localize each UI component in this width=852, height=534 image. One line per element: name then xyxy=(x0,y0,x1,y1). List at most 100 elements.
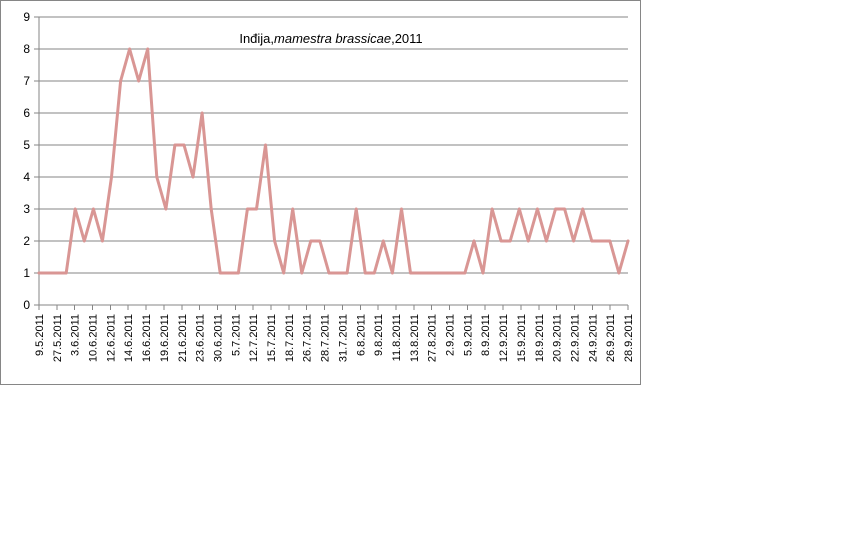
data-point xyxy=(318,239,322,243)
data-point xyxy=(409,271,412,275)
data-point xyxy=(436,271,440,275)
data-point xyxy=(227,271,231,275)
data-point xyxy=(164,207,168,211)
data-point xyxy=(499,239,503,243)
data-point xyxy=(354,207,358,211)
data-point xyxy=(110,175,113,179)
x-tick-label: 5.7.2011 xyxy=(230,314,242,356)
gridlines xyxy=(34,16,628,306)
data-point xyxy=(445,271,449,275)
data-point xyxy=(336,271,340,275)
data-point xyxy=(119,79,122,83)
x-tick-label: 15.9.2011 xyxy=(516,314,528,362)
y-tick-label: 3 xyxy=(23,202,30,216)
data-point xyxy=(391,271,394,275)
data-point xyxy=(345,271,349,275)
x-tick-label: 13.8.2011 xyxy=(409,314,421,362)
x-tick-label: 27.8.2011 xyxy=(427,314,439,362)
x-tick-label: 23.6.2011 xyxy=(195,314,207,362)
data-point xyxy=(37,271,41,275)
x-tick-label: 18.7.2011 xyxy=(284,314,296,362)
x-tick-label: 5.9.2011 xyxy=(462,314,474,356)
y-tick-label: 8 xyxy=(23,42,30,56)
data-point xyxy=(46,271,50,275)
data-point xyxy=(64,271,68,275)
data-point xyxy=(91,207,95,211)
x-tick-label: 31.7.2011 xyxy=(337,314,349,362)
data-point xyxy=(626,239,630,243)
chart-title-part: ,2011 xyxy=(391,31,423,46)
x-tick-label: 2.9.2011 xyxy=(445,314,457,356)
data-point xyxy=(554,207,557,211)
data-point xyxy=(563,207,566,211)
data-point xyxy=(200,111,204,115)
x-tick-label: 11.8.2011 xyxy=(391,314,403,361)
data-point xyxy=(572,239,576,243)
x-tick-labels: 9.5.2011 27.5.2011 3.6.2011 10.6.2011 12.6.2… xyxy=(34,305,635,362)
x-tick-label: 12.7.2011 xyxy=(248,314,260,362)
x-tick-label: 14.6.2011 xyxy=(123,314,135,362)
data-point xyxy=(581,207,585,211)
x-tick-label: 27.5.2011 xyxy=(52,314,64,362)
x-tick-label: 6.8.2011 xyxy=(355,314,367,356)
data-point xyxy=(381,239,385,243)
data-point xyxy=(545,239,548,243)
chart-title: Inđija,mamestra brassicae,2011 xyxy=(239,31,422,46)
chart-area: 0 1 2 3 4 5 6 7 8 9 9.5.2011 27.5.2011 3.6.2011 10.6… xyxy=(0,0,641,385)
y-tick-label: 7 xyxy=(23,74,30,88)
x-tick-label: 10.6.2011 xyxy=(88,314,100,362)
data-point xyxy=(173,143,177,147)
x-tick-label: 19.6.2011 xyxy=(159,314,171,362)
x-tick-label: 28.7.2011 xyxy=(320,314,332,362)
chart-title-part-italic: mamestra brassicae xyxy=(274,31,391,46)
data-point xyxy=(463,271,467,275)
x-tick-label: 28.9.2011 xyxy=(623,314,635,362)
data-point xyxy=(535,207,539,211)
data-point xyxy=(291,207,295,211)
data-point xyxy=(400,207,403,211)
data-point xyxy=(246,207,249,211)
data-point xyxy=(146,47,150,51)
x-tick-label: 26.9.2011 xyxy=(605,314,617,362)
chart-title-part: Inđija, xyxy=(239,31,274,46)
x-tick-label: 3.6.2011 xyxy=(70,314,82,356)
data-point xyxy=(508,239,512,243)
y-tick-labels: 0 1 2 3 4 5 6 7 8 9 xyxy=(23,10,30,312)
data-point xyxy=(599,239,603,243)
x-tick-label: 9.8.2011 xyxy=(373,314,385,356)
x-tick-label: 16.6.2011 xyxy=(141,314,153,362)
data-point xyxy=(490,207,494,211)
data-point xyxy=(309,239,313,243)
data-point xyxy=(273,239,276,243)
x-tick-label: 8.9.2011 xyxy=(480,314,492,356)
data-point xyxy=(236,271,240,275)
y-tick-label: 4 xyxy=(23,170,30,184)
data-point xyxy=(155,175,159,179)
data-point xyxy=(209,207,213,211)
x-tick-label: 9.5.2011 xyxy=(34,314,46,356)
y-tick-label: 1 xyxy=(23,266,30,280)
series-line xyxy=(37,47,630,275)
y-tick-label: 0 xyxy=(23,298,30,312)
data-point xyxy=(182,143,186,147)
data-point xyxy=(590,239,594,243)
data-point xyxy=(137,79,141,83)
data-point xyxy=(300,271,304,275)
x-tick-label: 22.9.2011 xyxy=(569,314,581,362)
data-point xyxy=(454,271,458,275)
x-tick-label: 30.6.2011 xyxy=(212,314,224,362)
x-tick-label: 26.7.2011 xyxy=(302,314,314,362)
series xyxy=(37,47,630,275)
data-point xyxy=(264,143,267,147)
data-point xyxy=(418,271,421,275)
data-point xyxy=(372,271,376,275)
data-point xyxy=(472,239,476,243)
data-point xyxy=(608,239,612,243)
data-point xyxy=(55,271,59,275)
x-tick-label: 12.6.2011 xyxy=(105,314,117,362)
data-point xyxy=(517,207,521,211)
data-point xyxy=(481,271,485,275)
data-point xyxy=(128,47,132,51)
data-point xyxy=(218,271,222,275)
data-point xyxy=(282,271,286,275)
